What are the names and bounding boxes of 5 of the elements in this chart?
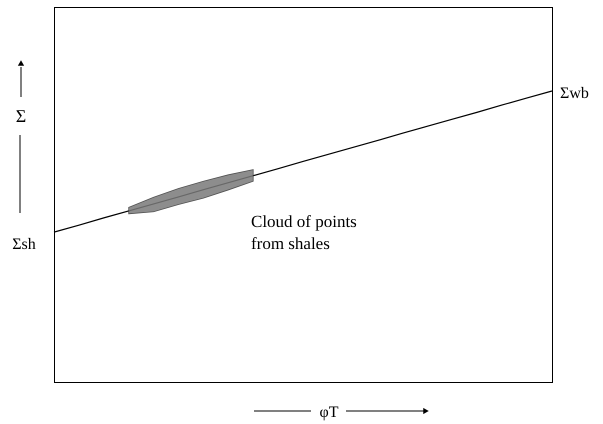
x-axis-title: φT xyxy=(319,404,339,421)
annotation: Cloud of points from shales xyxy=(251,212,357,253)
text: Σwb xyxy=(560,85,589,102)
text: Σsh xyxy=(12,236,36,254)
y-axis-title: Σ xyxy=(16,106,26,126)
